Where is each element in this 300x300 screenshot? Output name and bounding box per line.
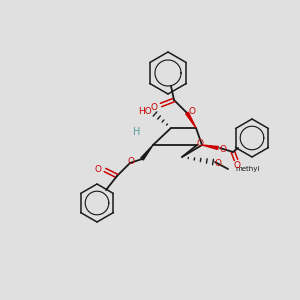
- Polygon shape: [186, 112, 196, 128]
- Text: O: O: [220, 146, 226, 154]
- Text: H: H: [133, 127, 141, 137]
- Text: O: O: [233, 161, 241, 170]
- Polygon shape: [202, 145, 218, 149]
- Text: O: O: [188, 107, 196, 116]
- Text: methyl: methyl: [235, 166, 260, 172]
- Text: O: O: [94, 164, 101, 173]
- Polygon shape: [141, 145, 153, 160]
- Text: HO: HO: [138, 106, 152, 116]
- Text: O: O: [196, 140, 203, 148]
- Text: O: O: [128, 157, 134, 166]
- Text: O: O: [214, 158, 221, 167]
- Text: O: O: [151, 103, 158, 112]
